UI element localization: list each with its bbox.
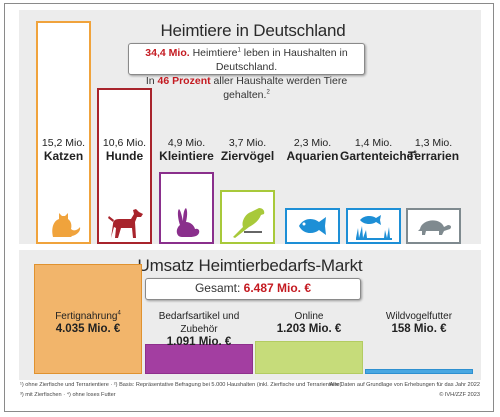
market-title: Umsatz Heimtierbedarfs-Markt [137, 256, 363, 275]
sales-bar [34, 264, 142, 374]
sales-label: Fertignahrung4 4.035 Mio. € [30, 310, 146, 336]
pet-value-label: 2,3 Mio. [293, 137, 332, 149]
pet-label: 1,3 Mio. Terrarien [400, 137, 467, 163]
sales-value-label: 1.091 Mio. € [166, 336, 232, 348]
sales-bar [255, 341, 363, 374]
pet-category-label: Aquarien [286, 149, 339, 163]
pet-label: 15,2 Mio. Katzen [30, 137, 97, 163]
fish-icon [285, 211, 340, 241]
sales-label: Online 1.203 Mio. € [251, 310, 367, 336]
info-line-1: 34,4 Mio. Heimtiere1 leben in Haushalten… [129, 46, 364, 74]
sales-value-label: 158 Mio. € [391, 323, 447, 335]
turtle-icon [406, 211, 461, 241]
total-value: 6.487 Mio. € [243, 281, 312, 295]
pet-value-label: 1,4 Mio. [354, 137, 393, 149]
pet-category-label: Terrarien [407, 149, 460, 163]
sales-category-label: Fertignahrung4 [55, 310, 121, 322]
pet-category-label: Kleintiere [159, 149, 214, 163]
info-sup-2: 2 [266, 89, 270, 96]
bird-icon [220, 206, 275, 240]
sales-category-label: Online [294, 311, 324, 322]
sales-category-label: Bedarfsartikel und Zubehör [158, 311, 240, 335]
pet-category-label: Gartenteiche3 [340, 149, 417, 163]
cat-icon [36, 206, 91, 240]
footnote-copyright: © IVH/ZZF 2023 [439, 392, 480, 398]
pet-label: 1,4 Mio. Gartenteiche3 [340, 137, 417, 163]
pet-value-label: 1,3 Mio. [414, 137, 453, 149]
info-sup-1: 1 [237, 47, 241, 54]
total-box: Gesamt: 6.487 Mio. € [145, 278, 361, 300]
pets-total-value: 34,4 Mio. [145, 47, 190, 59]
pet-category-label: Ziervögel [220, 149, 275, 163]
bar-katzen [36, 21, 91, 244]
sales-bar [365, 369, 473, 374]
rabbit-icon [159, 206, 214, 240]
info-text-a: Heimtiere [192, 47, 238, 59]
footnote-marker: 3 [413, 151, 417, 157]
pet-label: 2,3 Mio. Aquarien [279, 137, 346, 163]
sales-value-label: 1.203 Mio. € [276, 323, 342, 335]
pet-category-label: Hunde [105, 149, 144, 163]
sales-bar [145, 344, 253, 374]
pet-value-label: 10,6 Mio. [102, 137, 147, 149]
pet-value-label: 3,7 Mio. [228, 137, 267, 149]
info-text-b: leben in Haushalten in Deutschland. [215, 47, 348, 73]
pet-value-label: 4,9 Mio. [167, 137, 206, 149]
footnote-source: Alle Daten auf Grundlage von Erhebungen … [329, 382, 480, 388]
sales-category-label: Wildvogelfutter [385, 311, 453, 322]
pet-value-label: 15,2 Mio. [41, 137, 86, 149]
info-text-c: aller Haushalte werden Tiere gehalten. [213, 75, 348, 101]
pet-label: 10,6 Mio. Hunde [91, 137, 158, 163]
info-line-2: In 46 Prozent aller Haushalte werden Tie… [129, 74, 364, 102]
bar-terrarien [406, 208, 461, 244]
info-pre: In [145, 75, 155, 87]
dog-icon [97, 206, 152, 240]
footnote-1: ¹) ohne Zierfische und Terrarientiere · … [20, 382, 342, 388]
footnote-marker: 4 [117, 310, 121, 317]
sales-label: Bedarfsartikel und Zubehör 1.091 Mio. € [141, 310, 257, 349]
footnote-2: ³) mit Zierfischen · ⁴) ohne loses Futte… [20, 392, 116, 398]
sales-value-label: 4.035 Mio. € [55, 323, 121, 335]
total-label: Gesamt: [194, 281, 241, 295]
pet-label: 3,7 Mio. Ziervögel [214, 137, 281, 163]
chart-title: Heimtiere in Deutschland [160, 21, 346, 40]
pet-label: 4,9 Mio. Kleintiere [153, 137, 220, 163]
bar-hunde [97, 88, 152, 244]
households-percent: 46 Prozent [157, 75, 211, 87]
pet-category-label: Katzen [43, 149, 84, 163]
pond-icon [346, 211, 401, 241]
info-box: 34,4 Mio. Heimtiere1 leben in Haushalten… [128, 43, 365, 101]
sales-label: Wildvogelfutter 158 Mio. € [361, 310, 477, 336]
